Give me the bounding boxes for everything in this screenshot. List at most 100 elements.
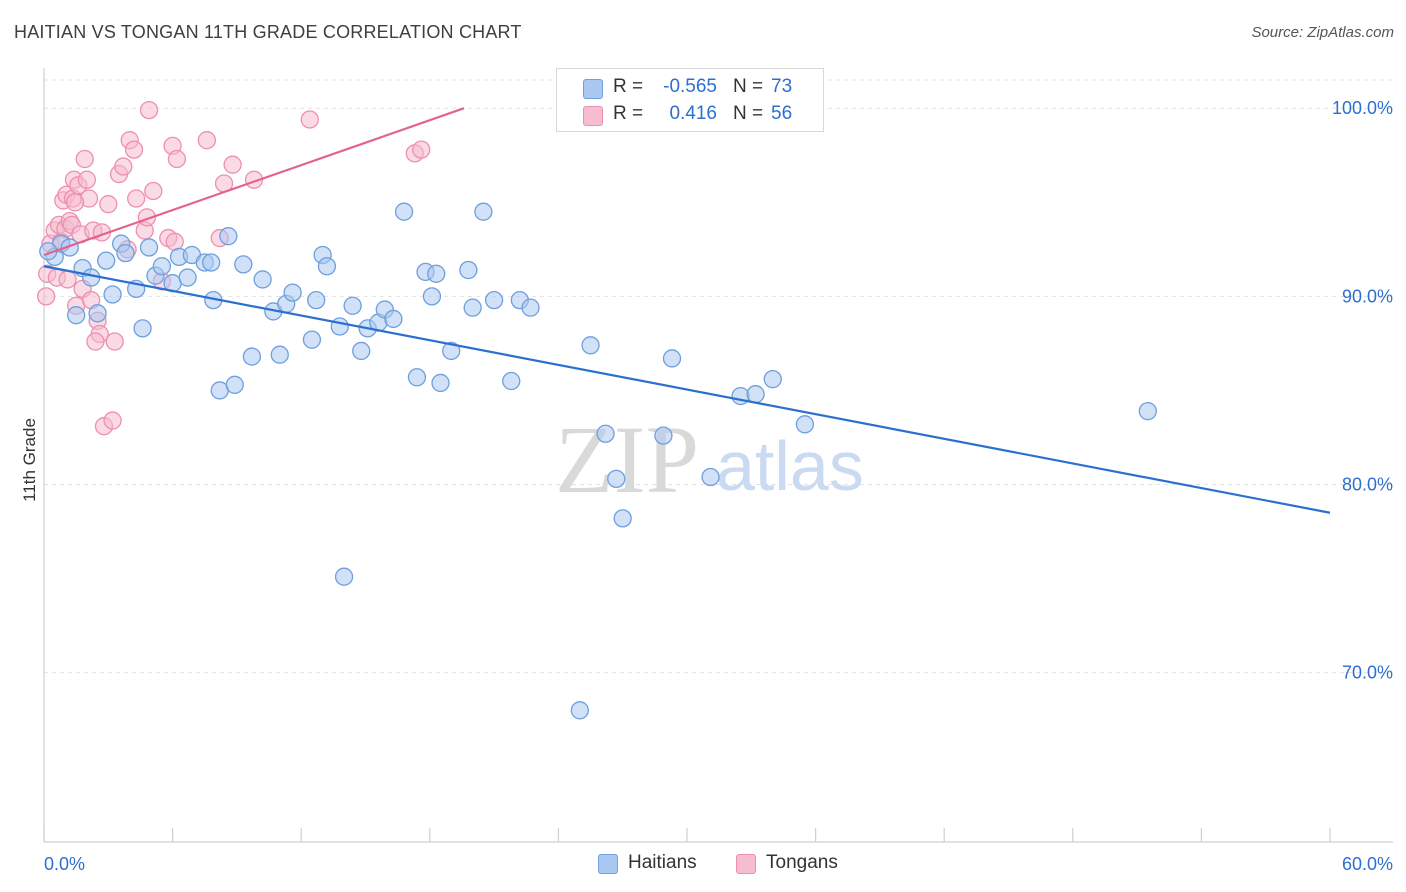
haitian-point bbox=[334, 567, 354, 586]
bottom-legend-label: Haitians bbox=[628, 852, 697, 873]
haitian-point bbox=[596, 424, 615, 443]
haitian-point bbox=[662, 349, 682, 368]
haitian-point bbox=[570, 701, 589, 720]
legend-n-value: 73 bbox=[771, 76, 793, 97]
haitian-point bbox=[343, 296, 362, 315]
legend-row-tongans: R = 0.416 N = 56 bbox=[557, 101, 823, 127]
haitian-point bbox=[253, 270, 272, 289]
haitian-point bbox=[607, 469, 626, 489]
haitian-point bbox=[384, 309, 403, 329]
legend-row-haitians: R = -0.565 N = 73 bbox=[557, 74, 823, 100]
haitian-point bbox=[103, 285, 122, 304]
haitian-point bbox=[152, 257, 172, 276]
haitian-point bbox=[459, 260, 478, 280]
legend-n-value: 56 bbox=[771, 103, 793, 124]
grid-lines bbox=[44, 79, 1393, 674]
y-tick-label: 80.0% bbox=[1342, 475, 1393, 495]
legend-r-value: -0.565 bbox=[663, 76, 717, 97]
tongan-point bbox=[223, 155, 242, 174]
x-tick-label-min: 0.0% bbox=[44, 854, 85, 874]
tongan-point bbox=[167, 149, 187, 169]
haitian-point bbox=[88, 304, 107, 323]
haitian-point bbox=[60, 238, 79, 257]
haitian-point bbox=[219, 227, 238, 246]
haitian-point bbox=[202, 253, 221, 272]
tongan-point bbox=[144, 181, 163, 201]
haitian-point bbox=[442, 341, 461, 361]
haitian-point bbox=[97, 251, 116, 270]
tongan-point bbox=[36, 287, 56, 306]
haitian-point bbox=[242, 347, 262, 366]
haitian-point bbox=[139, 238, 159, 257]
haitian-trend-line bbox=[43, 265, 1331, 514]
tongan-point bbox=[165, 232, 184, 251]
haitian-point bbox=[1138, 401, 1157, 421]
haitian-point bbox=[431, 373, 450, 393]
haitian-point bbox=[302, 330, 322, 349]
tongan-point bbox=[86, 332, 105, 351]
watermark-atlas: atlas bbox=[716, 427, 864, 505]
haitian-point bbox=[283, 283, 302, 302]
watermark: ZIP atlas bbox=[555, 406, 864, 513]
haitian-point bbox=[746, 385, 765, 404]
haitian-point bbox=[178, 268, 197, 287]
haitian-point bbox=[67, 306, 86, 325]
y-tick-label: 70.0% bbox=[1342, 663, 1393, 683]
haitian-point bbox=[270, 345, 289, 364]
tongan-point bbox=[65, 193, 85, 212]
x-tick-label-max: 60.0% bbox=[1342, 854, 1393, 874]
tongan-point bbox=[127, 189, 146, 208]
legend-r-value: 0.416 bbox=[669, 103, 717, 124]
haitian-point bbox=[234, 255, 253, 274]
y-tick-label: 90.0% bbox=[1342, 286, 1393, 306]
correlation-legend: R = -0.565 N = 73 R = 0.416 N = 56 bbox=[556, 68, 824, 132]
haitian-point bbox=[352, 341, 371, 361]
haitian-point bbox=[463, 298, 482, 317]
bottom-legend-swatch-pink bbox=[736, 854, 756, 874]
haitian-point bbox=[521, 298, 540, 317]
haitian-point bbox=[225, 375, 244, 394]
legend-n-label: N = bbox=[733, 103, 764, 124]
watermark-zip: ZIP bbox=[555, 406, 699, 513]
haitian-point bbox=[613, 509, 632, 528]
tongan-point bbox=[103, 411, 122, 430]
haitian-point bbox=[731, 386, 750, 406]
haitian-point bbox=[581, 336, 600, 355]
y-tick-labels: 70.0% 80.0% 90.0% 100.0% bbox=[1332, 98, 1393, 682]
tongan-point bbox=[105, 332, 124, 351]
tongan-point bbox=[412, 140, 431, 159]
haitian-point bbox=[795, 415, 815, 434]
haitian-point bbox=[474, 202, 493, 221]
source-credit: Source: ZipAtlas.com bbox=[1251, 24, 1394, 41]
tongan-point bbox=[99, 195, 118, 214]
legend-r-label: R = bbox=[613, 103, 644, 124]
y-tick-label: 100.0% bbox=[1332, 98, 1393, 118]
chart-title: HAITIAN VS TONGAN 11TH GRADE CORRELATION… bbox=[14, 22, 522, 42]
haitian-point bbox=[701, 467, 720, 487]
tongan-point bbox=[124, 140, 144, 159]
tongan-point bbox=[75, 149, 94, 169]
haitian-point bbox=[502, 371, 521, 391]
tongan-point bbox=[114, 157, 133, 176]
haitian-point bbox=[422, 287, 442, 306]
haitian-point bbox=[317, 257, 337, 276]
haitian-point bbox=[654, 426, 673, 445]
tongan-point bbox=[77, 170, 97, 189]
bottom-legend-swatch-blue bbox=[598, 854, 618, 874]
haitian-point bbox=[307, 290, 326, 310]
legend-swatch-pink bbox=[583, 106, 603, 126]
tongan-point bbox=[197, 131, 217, 150]
haitian-point bbox=[763, 370, 782, 389]
legend-swatch-blue bbox=[583, 79, 603, 99]
haitian-point bbox=[484, 290, 504, 310]
bottom-legend-label: Tongans bbox=[766, 852, 838, 873]
legend-r-label: R = bbox=[613, 76, 644, 97]
haitian-point bbox=[427, 264, 446, 283]
haitian-point bbox=[133, 319, 152, 338]
haitian-point bbox=[116, 243, 135, 263]
haitian-point bbox=[407, 368, 427, 387]
axes bbox=[43, 68, 1393, 843]
trend-lines bbox=[43, 107, 1331, 514]
haitian-point bbox=[394, 202, 414, 221]
tongan-point bbox=[139, 100, 159, 120]
